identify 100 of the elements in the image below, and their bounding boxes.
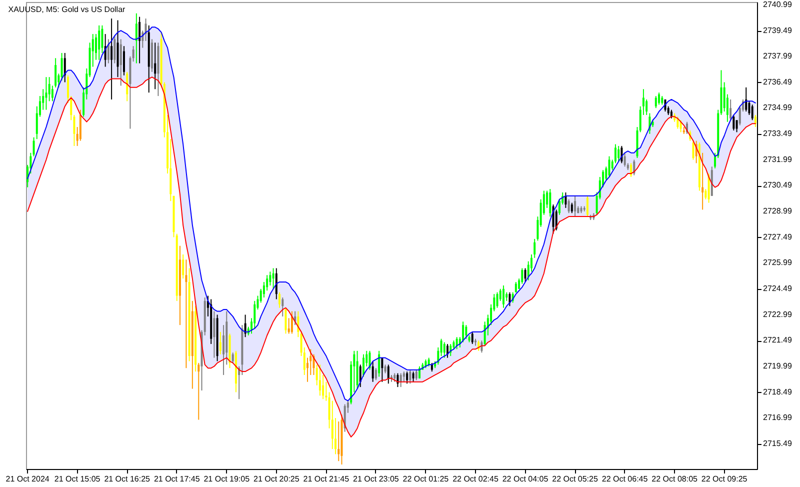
candlestick bbox=[290, 310, 293, 334]
candlestick bbox=[732, 114, 735, 131]
candlestick bbox=[406, 371, 408, 384]
candlestick bbox=[198, 362, 200, 420]
y-tick-label: 2725.99 bbox=[763, 258, 792, 268]
candlestick bbox=[692, 140, 694, 160]
y-tick-label: 2739.49 bbox=[763, 26, 792, 35]
candlestick bbox=[568, 198, 570, 214]
x-tick-label: 21 Oct 23:05 bbox=[353, 474, 400, 484]
x-tick-label: 22 Oct 01:25 bbox=[402, 474, 450, 484]
candlestick bbox=[368, 350, 371, 370]
candlestick bbox=[412, 371, 414, 382]
candlestick bbox=[524, 268, 526, 282]
candlestick bbox=[110, 18, 113, 100]
candlestick bbox=[730, 98, 732, 121]
y-tick-label: 2740.99 bbox=[763, 0, 792, 9]
candlestick bbox=[288, 318, 290, 334]
x-tick-label: 22 Oct 08:05 bbox=[652, 474, 698, 484]
candlestick bbox=[736, 120, 738, 133]
candlestick bbox=[381, 357, 384, 382]
candlestick bbox=[272, 268, 274, 290]
y-tick-label: 2737.99 bbox=[763, 52, 792, 61]
candlestick bbox=[232, 352, 234, 364]
x-tick-label: 21 Oct 19:05 bbox=[204, 474, 250, 484]
candlestick bbox=[586, 195, 588, 218]
chart-title: XAUUSD, M5: Gold vs US Dollar bbox=[8, 4, 126, 14]
candlestick bbox=[415, 369, 418, 381]
y-tick-label: 2733.49 bbox=[763, 129, 792, 138]
x-tick-label: 22 Oct 05:25 bbox=[552, 474, 598, 484]
candlestick bbox=[409, 369, 412, 384]
x-tick-label: 21 Oct 21:45 bbox=[303, 474, 350, 484]
candlestick bbox=[496, 292, 498, 308]
y-tick-label: 2719.99 bbox=[763, 362, 792, 371]
y-tick-label: 2730.49 bbox=[763, 180, 792, 190]
candlestick bbox=[135, 12, 138, 64]
candlestick bbox=[120, 38, 122, 86]
candlestick bbox=[574, 195, 576, 218]
x-tick-label: 22 Oct 02:45 bbox=[452, 474, 499, 484]
y-tick-label: 2728.99 bbox=[763, 206, 792, 216]
candlestick bbox=[213, 310, 216, 358]
x-tick-label: 22 Oct 06:45 bbox=[602, 474, 648, 484]
x-tick-label: 22 Oct 09:25 bbox=[701, 474, 748, 484]
candlestick bbox=[154, 42, 156, 90]
y-tick-label: 2722.99 bbox=[763, 310, 792, 319]
candlestick bbox=[45, 76, 48, 110]
candlestick bbox=[284, 307, 287, 334]
x-tick-label: 22 Oct 04:05 bbox=[502, 474, 549, 484]
candlestick bbox=[549, 188, 552, 218]
candlestick bbox=[387, 364, 390, 384]
candlestick bbox=[400, 372, 402, 388]
candlestick bbox=[751, 104, 754, 121]
candlestick bbox=[318, 364, 321, 396]
candlestick bbox=[608, 156, 610, 178]
candlestick bbox=[418, 366, 420, 379]
candlestick bbox=[359, 364, 362, 388]
candlestick bbox=[362, 354, 365, 378]
candlestick bbox=[278, 292, 281, 308]
x-tick-label: 21 Oct 20:25 bbox=[254, 474, 300, 484]
candlestick bbox=[514, 281, 517, 293]
candlestick bbox=[338, 420, 340, 462]
candlestick bbox=[570, 202, 573, 214]
candlestick bbox=[502, 284, 504, 308]
candlestick bbox=[64, 52, 66, 83]
x-tick-label: 21 Oct 2024 bbox=[6, 474, 50, 484]
candlestick bbox=[48, 76, 50, 102]
y-tick-label: 2721.49 bbox=[763, 336, 792, 345]
x-tick-label: 21 Oct 15:05 bbox=[54, 474, 101, 484]
candlestick bbox=[676, 116, 679, 130]
y-tick-label: 2724.49 bbox=[763, 284, 792, 294]
x-tick-label: 21 Oct 17:45 bbox=[154, 474, 200, 484]
candlestick bbox=[219, 331, 222, 355]
candlestick bbox=[471, 331, 474, 344]
y-tick-label: 2715.49 bbox=[763, 439, 792, 448]
candlestick bbox=[60, 52, 63, 82]
candlestick bbox=[54, 58, 57, 88]
y-tick-label: 2718.49 bbox=[763, 387, 792, 396]
candlestick bbox=[508, 292, 511, 307]
candlestick bbox=[122, 46, 125, 76]
candlestick bbox=[754, 114, 756, 128]
candlestick bbox=[275, 268, 278, 300]
candlestick bbox=[702, 152, 704, 210]
candlestick bbox=[374, 368, 377, 381]
candlestick bbox=[126, 71, 128, 102]
candlestick bbox=[443, 342, 446, 358]
candlestick bbox=[185, 259, 188, 369]
candlestick bbox=[654, 96, 657, 109]
candlestick bbox=[107, 38, 110, 64]
candlestick bbox=[745, 86, 748, 112]
candlestick bbox=[534, 238, 536, 258]
y-tick-label: 2731.99 bbox=[763, 154, 792, 164]
candlestick bbox=[552, 204, 554, 234]
candlestick bbox=[182, 254, 184, 280]
candlestick bbox=[618, 145, 620, 162]
candlestick bbox=[132, 46, 134, 62]
candlestick bbox=[624, 152, 626, 168]
candlestick bbox=[32, 136, 35, 157]
candlestick bbox=[465, 324, 468, 340]
candlestick bbox=[564, 192, 567, 208]
x-tick-label: 21 Oct 16:25 bbox=[104, 474, 151, 484]
y-tick-label: 2716.99 bbox=[763, 413, 792, 422]
